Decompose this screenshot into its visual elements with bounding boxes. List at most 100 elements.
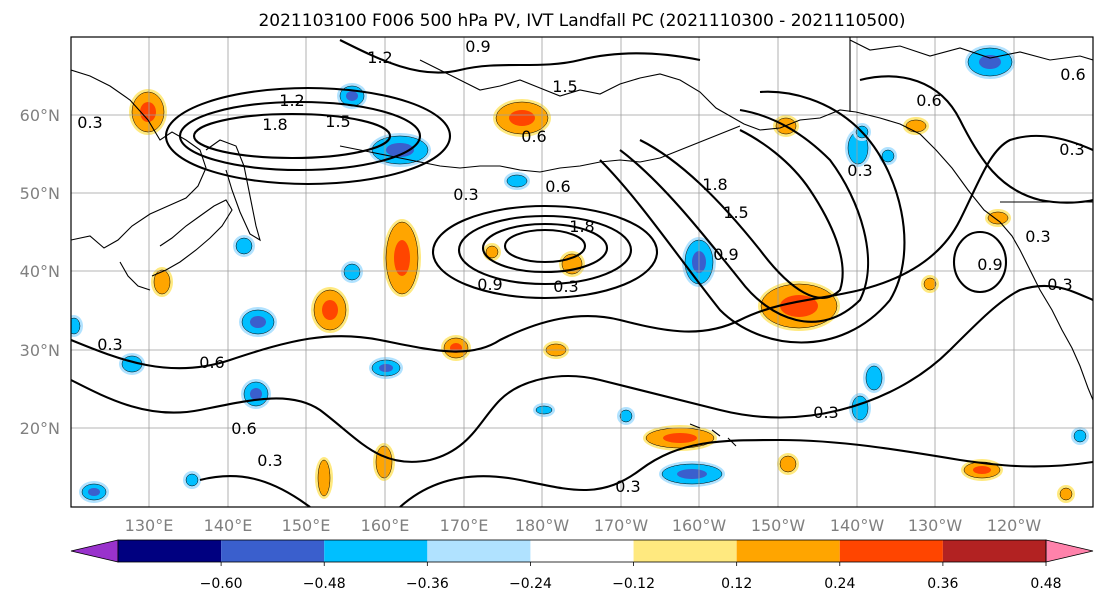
coastline-aleutians: [339, 125, 741, 173]
lat-label: 60°N: [20, 106, 60, 125]
coastline-north-america: [855, 111, 1093, 401]
contour-ring: [164, 86, 452, 186]
contour-label: 0.3: [615, 477, 640, 496]
contour-label: 0.6: [545, 177, 570, 196]
anomaly-level-3: [394, 240, 410, 276]
negative-anomaly: [533, 403, 555, 417]
lon-label: 170°W: [594, 516, 649, 535]
anomaly-level-2: [535, 405, 553, 415]
negative-anomaly: [617, 407, 635, 425]
contour-label: 1.8: [702, 175, 727, 194]
negative-anomaly: [965, 45, 1015, 79]
anomaly-level-2: [987, 211, 1009, 225]
contour-north: [339, 39, 701, 74]
anomaly-level-2: [506, 174, 528, 188]
contour-label: 0.3: [813, 403, 838, 422]
negative-anomaly: [233, 235, 255, 257]
contour-label: 0.6: [521, 127, 546, 146]
contour-trough: [619, 108, 870, 323]
contour-label: 0.9: [465, 37, 490, 56]
anomaly-level-2: [865, 365, 883, 391]
colorbar-tick-label: −0.36: [406, 576, 449, 592]
anomaly-level-2: [71, 317, 81, 335]
anomaly-level-2: [153, 269, 171, 295]
lat-label: 20°N: [20, 419, 60, 438]
anomaly-level-2: [923, 277, 937, 291]
colorbar-swatch: [736, 540, 840, 562]
contour-label: 0.3: [1047, 275, 1072, 294]
anomaly-level-2: [375, 445, 393, 479]
positive-anomaly: [1057, 485, 1075, 503]
coastlines: [71, 37, 1093, 447]
contour-label: 0.6: [199, 353, 224, 372]
contour-label: 0.3: [1025, 227, 1050, 246]
contour-wide: [71, 134, 1093, 370]
contour-ring: [178, 100, 422, 172]
colorbar-swatch: [118, 540, 222, 562]
positive-anomaly: [758, 281, 840, 331]
colorbar-extend-low: [70, 539, 119, 563]
pv-contours: [71, 39, 1093, 507]
contour-wide: [399, 438, 1093, 507]
contour-label: 1.2: [367, 48, 392, 67]
negative-anomaly: [1071, 427, 1089, 445]
coastline-kamchatka: [205, 139, 261, 242]
colorbar-extend-high: [1045, 539, 1094, 563]
anomaly-level-3: [973, 466, 991, 474]
colorbar-frame: [117, 539, 1047, 563]
anomaly-level-2: [235, 237, 253, 255]
contour-label: 0.6: [1060, 65, 1085, 84]
anomaly-level-3: [509, 110, 535, 126]
anomaly-level-2: [779, 455, 797, 473]
negative-anomaly: [659, 461, 725, 487]
latitude-labels: 60°N 50°N 40°N 30°N 20°N: [20, 106, 60, 438]
negative-anomaly: [504, 172, 530, 190]
anomaly-level-3: [386, 143, 414, 157]
anomaly-level-2: [317, 459, 331, 497]
negative-anomaly: [369, 357, 403, 379]
lon-label: 140°E: [204, 516, 253, 535]
anomaly-level-2: [905, 119, 927, 133]
positive-anomaly: [315, 457, 333, 499]
lon-label: 130°W: [908, 516, 963, 535]
negative-anomaly: [849, 393, 871, 423]
colorbar-swatch: [324, 540, 428, 562]
positive-anomaly: [483, 243, 501, 261]
anomaly-level-3: [663, 433, 697, 443]
colorbar-tick-label: 0.24: [824, 576, 855, 592]
anomaly-level-2: [619, 409, 633, 423]
anomaly-level-3: [979, 55, 1001, 69]
colorbar-swatch: [633, 540, 737, 562]
contour-labels: 1.20.91.51.21.8 1.50.30.60.3 0.60.31.81.50…: [77, 37, 1085, 496]
lon-label: 160°E: [361, 516, 410, 535]
contour-label: 0.3: [453, 185, 478, 204]
contour-ring: [192, 112, 392, 160]
colorbar-tick-label: 0.36: [927, 576, 958, 592]
lon-label: 120°W: [987, 516, 1042, 535]
negative-anomaly: [879, 147, 897, 165]
coastline-north-shore: [849, 39, 1093, 61]
contour-label: 0.3: [847, 161, 872, 180]
lon-label: 160°W: [672, 516, 727, 535]
positive-anomaly: [129, 89, 167, 135]
anomaly-level-3: [250, 316, 266, 328]
contour-label: 1.8: [262, 115, 287, 134]
contour-label: 0.3: [77, 113, 102, 132]
contour-wide: [71, 284, 1093, 463]
colorbar-swatch: [839, 540, 943, 562]
positive-anomaly: [921, 275, 939, 293]
colorbar-swatch: [427, 540, 531, 562]
negative-anomaly: [239, 307, 277, 337]
lat-label: 30°N: [20, 341, 60, 360]
anomaly-level-3: [677, 469, 707, 479]
map-panel: 1.20.91.51.21.8 1.50.30.60.3 0.60.31.81.50…: [20, 36, 1094, 535]
negative-anomaly: [863, 363, 885, 393]
longitude-labels: 130°E 140°E 150°E 160°E 170°E 180°W 170°W 160°W…: [125, 516, 1042, 535]
contour-label: 1.2: [279, 91, 304, 110]
anomaly-level-2: [185, 473, 199, 487]
colorbar: −0.60 −0.48 −0.36 −0.24 −0.12 0.12 0.24 0.36 0.4…: [70, 539, 1094, 592]
contour-label: 0.9: [713, 245, 738, 264]
colorbar-swatch: [530, 540, 634, 562]
lon-label: 150°E: [282, 516, 331, 535]
